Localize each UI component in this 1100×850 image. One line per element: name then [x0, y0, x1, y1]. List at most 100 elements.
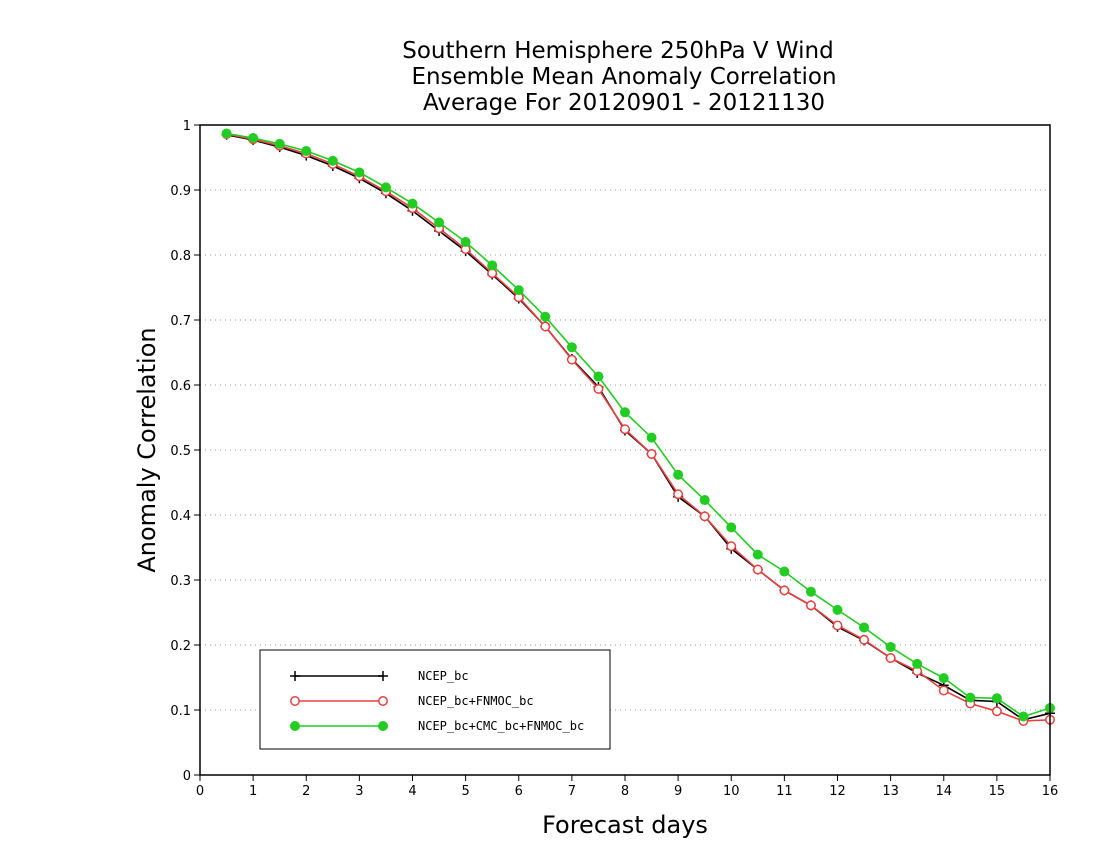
open-circle-marker — [566, 354, 577, 365]
plot-frame — [199, 124, 1051, 776]
filled-circle-marker — [965, 692, 976, 703]
open-circle-marker — [673, 489, 684, 500]
open-circle-marker — [540, 321, 551, 332]
open-circle-marker — [859, 634, 870, 645]
open-circle-marker — [290, 696, 300, 706]
filled-circle-marker — [991, 693, 1002, 704]
filled-circle-marker — [1018, 711, 1029, 722]
y-tick-label: 0.1 — [170, 704, 191, 719]
x-tick-label: 3 — [355, 784, 363, 799]
filled-circle-marker — [434, 217, 445, 228]
open-circle-marker — [991, 706, 1002, 717]
x-axis-label: Forecast days — [542, 811, 708, 839]
legend-label: NCEP_bc+FNMOC_bc — [418, 694, 534, 708]
x-tick-label: 13 — [882, 784, 899, 799]
open-circle-marker — [726, 541, 737, 552]
filled-circle-marker — [487, 260, 498, 271]
plot-series — [221, 128, 1055, 726]
y-tick-label: 0.2 — [170, 639, 191, 654]
x-tick-label: 2 — [302, 784, 310, 799]
open-circle-marker — [378, 696, 388, 706]
x-tick-label: 8 — [621, 784, 629, 799]
y-tick-label: 0.4 — [170, 509, 191, 524]
filled-circle-marker — [726, 522, 737, 533]
open-circle-marker — [699, 511, 710, 522]
chart-title: Southern Hemisphere 250hPa V Wind Ensemb… — [402, 38, 836, 116]
y-tick-label: 1 — [183, 119, 191, 134]
y-tick-label: 0.9 — [170, 184, 191, 199]
y-tick-label: 0.8 — [170, 249, 191, 264]
filled-circle-marker — [752, 549, 763, 560]
filled-circle-marker — [380, 182, 391, 193]
filled-circle-marker — [248, 133, 259, 143]
x-tick-label: 5 — [461, 784, 469, 799]
x-tick-label: 6 — [515, 784, 523, 799]
filled-circle-marker — [566, 342, 577, 353]
series-NCEP_bc+CMC_bc+FNMOC_bc — [221, 128, 1055, 722]
series-NCEP_bc — [221, 129, 1055, 725]
series-NCEP_bc+FNMOC_bc — [221, 129, 1055, 726]
open-circle-marker — [885, 653, 896, 663]
open-circle-marker — [646, 448, 657, 459]
filled-circle-marker — [460, 237, 471, 247]
y-tick-label: 0.3 — [170, 574, 191, 589]
legend-box — [259, 649, 611, 750]
y-axis-label: Anomaly Correlation — [133, 327, 161, 572]
series-line — [226, 132, 1051, 718]
legend-item: NCEP_bc — [290, 669, 469, 683]
filled-circle-marker — [673, 469, 684, 480]
filled-circle-marker — [699, 495, 710, 506]
series-line — [226, 134, 1051, 721]
filled-circle-marker — [540, 311, 551, 322]
plus-marker — [378, 671, 388, 681]
x-tick-label: 15 — [989, 784, 1006, 799]
filled-circle-marker — [301, 146, 312, 156]
x-tick-label: 16 — [1042, 784, 1059, 799]
y-tick-label: 0 — [183, 769, 191, 784]
legend-label: NCEP_bc+CMC_bc+FNMOC_bc — [418, 719, 584, 733]
filled-circle-marker — [779, 566, 790, 577]
y-tick-label: 0.6 — [170, 379, 191, 394]
filled-circle-marker — [354, 167, 365, 178]
filled-circle-marker — [805, 586, 816, 597]
x-tick-label: 10 — [723, 784, 740, 799]
y-tick-label: 0.7 — [170, 314, 191, 329]
legend-item: NCEP_bc+FNMOC_bc — [290, 694, 534, 708]
open-circle-marker — [620, 424, 630, 435]
y-tick-label: 0.5 — [170, 444, 191, 459]
title-line-2: Ensemble Mean Anomaly Correlation — [411, 64, 836, 90]
open-circle-marker — [832, 620, 843, 631]
filled-circle-marker — [832, 604, 843, 615]
filled-circle-marker — [407, 198, 418, 209]
open-circle-marker — [752, 564, 763, 575]
plus-marker — [290, 671, 300, 681]
axis-ticks: 00.10.20.30.40.50.60.70.80.910 1 2 3 4 5 6 7 8 9 1… — [170, 119, 1058, 799]
legend: NCEP_bc NCEP_bc+FNMOC_bc NCEP_bc+CMC_bc+FN… — [259, 649, 611, 750]
x-tick-label: 11 — [776, 784, 793, 799]
filled-circle-marker — [593, 371, 604, 382]
grid-lines — [200, 189, 1050, 711]
x-tick-label: 0 — [196, 784, 204, 799]
filled-circle-marker — [912, 658, 923, 669]
filled-circle-marker — [620, 407, 630, 418]
open-circle-marker — [779, 585, 790, 596]
series-line — [226, 133, 1051, 722]
filled-circle-marker — [646, 432, 657, 443]
filled-circle-marker — [885, 641, 896, 652]
open-circle-marker — [938, 685, 949, 696]
filled-circle-marker — [938, 673, 949, 684]
x-tick-label: 12 — [829, 784, 846, 799]
x-tick-label: 1 — [249, 784, 257, 799]
filled-circle-marker — [378, 721, 388, 731]
x-tick-label: 9 — [674, 784, 682, 799]
filled-circle-marker — [221, 128, 232, 139]
filled-circle-marker — [290, 721, 300, 731]
title-line-3: Average For 20120901 - 20121130 — [423, 90, 825, 116]
x-tick-label: 4 — [408, 784, 416, 799]
legend-label: NCEP_bc — [418, 669, 469, 683]
filled-circle-marker — [513, 285, 524, 296]
filled-circle-marker — [274, 138, 285, 149]
filled-circle-marker — [327, 155, 338, 166]
x-tick-label: 7 — [568, 784, 576, 799]
